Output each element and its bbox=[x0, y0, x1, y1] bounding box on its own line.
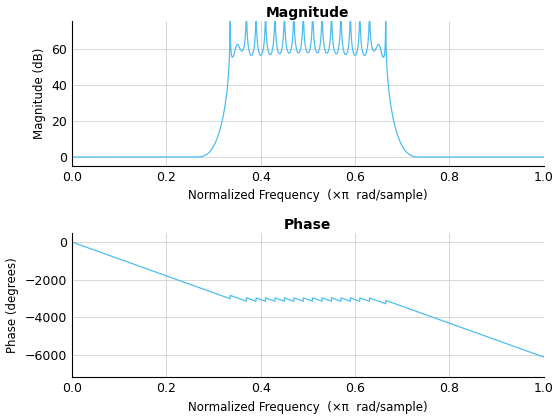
Y-axis label: Phase (degrees): Phase (degrees) bbox=[6, 257, 19, 353]
Title: Magnitude: Magnitude bbox=[266, 6, 349, 20]
Title: Phase: Phase bbox=[284, 218, 332, 231]
Y-axis label: Magnitude (dB): Magnitude (dB) bbox=[32, 48, 46, 139]
X-axis label: Normalized Frequency  (×π  rad/sample): Normalized Frequency (×π rad/sample) bbox=[188, 401, 428, 414]
X-axis label: Normalized Frequency  (×π  rad/sample): Normalized Frequency (×π rad/sample) bbox=[188, 189, 428, 202]
